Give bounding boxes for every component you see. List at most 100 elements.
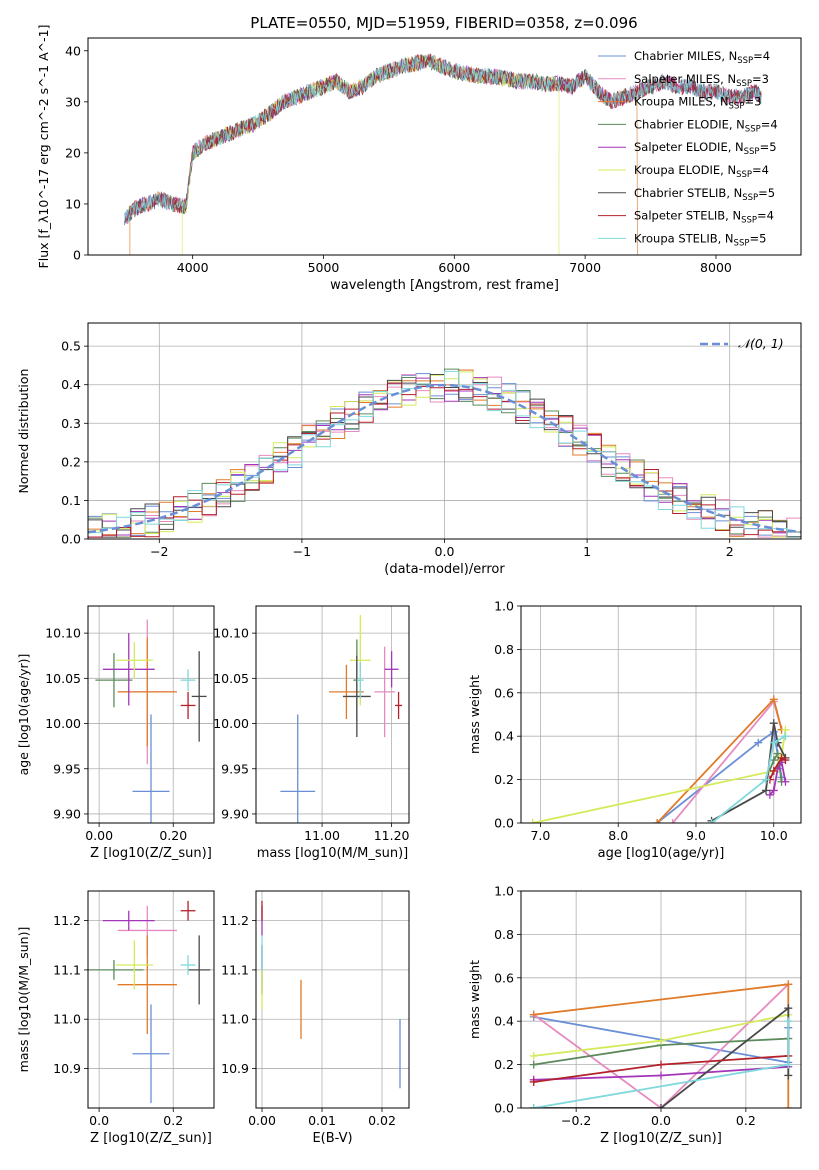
axes-frame [255,890,410,1109]
mass-weight-marker [528,819,537,823]
y-tick-label: 1.0 [494,884,514,899]
x-tick-label: 0.0 [89,1113,109,1128]
x-tick-label: −1 [293,544,311,559]
y-tick-label: 10.05 [45,671,81,686]
x-tick-label: 2 [726,544,734,559]
y-axis-label: age [log10(age/yr)] [16,654,31,776]
mass-weight-marker [769,756,778,765]
x-tick-label: 7000 [569,260,601,275]
mass-weight-vs-age-panel: 7.0 8.0 9.0 10.0 0.0 0.2 0.4 0.6 0.8 1.0 age [log1… [467,599,802,861]
mass-weight-marker [657,1071,665,1080]
y-tick-label: 0.2 [494,772,514,787]
mass-weight-marker [657,1104,665,1108]
y-axis-label: mass weight [467,675,482,754]
x-tick-label: 11.00 [304,828,340,843]
legend-entry: Chabrier ELODIE, NSSP=4 [634,117,778,134]
legend-entry: 𝒩(0, 1) [738,336,784,351]
mass-weight-marker [754,738,763,747]
y-tick-label: 30 [65,94,81,109]
mass-weight-marker [657,1036,665,1045]
y-tick-label: 0.2 [494,1057,514,1072]
mass-weight-marker [769,786,778,795]
x-tick-label: 0.0 [651,1113,671,1128]
x-tick-label: 0.0 [435,544,455,559]
mass-vs-Z-panel: 0.0 0.2 10.9 11.0 11.1 11.2 Z [log10(Z/Z_sun)]… [16,890,215,1146]
y-axis-label: mass weight [467,960,482,1039]
y-tick-label: 11.0 [53,1012,81,1027]
y-tick-label: 10.00 [45,716,81,731]
mass-weight-line [765,750,783,782]
mass-weight-line [656,697,783,823]
y-axis-label: Normed distribution [16,369,31,494]
mass-weight-marker [784,1017,793,1026]
x-tick-label: 9.0 [686,828,706,843]
x-tick-label: −2 [150,544,168,559]
mass-weight-marker [784,1104,793,1108]
x-tick-label: 0.01 [308,1113,336,1128]
mass-vs-EBV-panel: 0.00 0.01 0.02 10.9 11.0 11.1 11.2 E(B-V) [221,890,410,1146]
y-tick-label: 10.00 [213,716,249,731]
x-axis-label: Z [log10(Z/Z_sun)] [90,846,212,861]
y-tick-label: 0.6 [494,685,514,700]
y-axis-label: Flux [f_λ10^-17 erg cm^-2 s^-1 A^-1] [36,25,51,269]
legend-entry: Salpeter ELODIE, NSSP=5 [634,140,777,157]
x-axis-label: Z [log10(Z/Z_sun)] [600,1131,722,1146]
mass-weight-marker [668,819,677,823]
x-tick-label: −0.2 [561,1113,591,1128]
y-tick-label: 11.0 [221,1012,249,1027]
x-tick-label: 0.20 [159,828,187,843]
mass-weight-line [533,983,789,1108]
mass-weight-marker [529,1051,538,1060]
mass-weight-vs-age-plot-area [528,695,790,823]
mass-weight-marker [529,1077,538,1086]
y-tick-label: 0.4 [61,377,81,392]
y-tick-label: 0.0 [494,1101,514,1116]
y-tick-label: 10.10 [45,626,81,641]
mass-weight-line [672,699,783,823]
y-tick-label: 0.3 [61,416,81,431]
spectrum-plot-area [124,53,762,255]
mass-weight-marker [529,1104,538,1108]
axes-frame [87,605,215,824]
y-tick-label: 20 [65,145,81,160]
y-tick-label: 0.4 [494,1014,514,1029]
mass-weight-marker [784,1004,793,1013]
x-tick-label: 0.2 [736,1113,756,1128]
y-tick-label: 9.90 [53,806,81,821]
legend-entry: Kroupa ELODIE, NSSP=4 [634,163,769,180]
x-tick-label: 0.00 [85,828,113,843]
mass-vs-Z-plot-area [88,900,211,1104]
y-tick-label: 0.1 [61,493,81,508]
mass-weight-marker [769,738,778,747]
y-tick-label: 10.05 [213,671,249,686]
x-tick-label: 7.0 [530,828,550,843]
x-tick-label: 8.0 [608,828,628,843]
legend-entry: Kroupa STELIB, NSSP=5 [634,231,766,248]
y-tick-label: 9.95 [53,761,81,776]
y-tick-label: 11.1 [221,962,249,977]
x-tick-label: 0.00 [248,1113,276,1128]
mass-weight-marker [784,1071,793,1080]
residual-histogram-plot-area [88,368,801,538]
x-axis-label: mass [log10(M/M_sun)] [257,846,409,861]
residual-histogram-panel: −2 −1 0.0 1 2 0.0 0.1 0.2 0.3 0.4 0.5 (data-model)/… [16,322,802,577]
age-vs-Z-plot-area [95,619,207,823]
axes-frame [520,605,802,824]
mass-vs-EBV-plot-area [261,900,401,1089]
mass-weight-line [532,729,787,823]
x-tick-label: 5000 [308,260,340,275]
x-tick-label: 6000 [438,260,470,275]
x-axis-label: age [log10(age/yr)] [598,846,725,861]
axes-frame [87,37,802,256]
y-tick-label: 10.9 [53,1061,81,1076]
y-tick-label: 0.0 [494,816,514,831]
mass-weight-marker [781,756,790,765]
mass-weight-marker [769,695,778,704]
y-tick-label: 0.4 [494,729,514,744]
mass-weight-line [656,730,783,823]
x-axis-label: wavelength [Angstrom, rest frame] [330,278,559,293]
mass-weight-marker [784,1060,793,1069]
x-tick-label: 10.0 [760,828,788,843]
mass-weight-marker [762,786,770,795]
